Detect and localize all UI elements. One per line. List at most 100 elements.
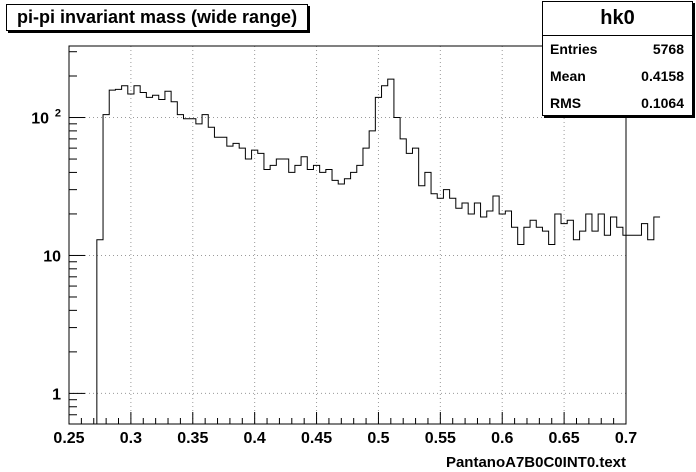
stats-row-mean: Mean 0.4158 [543, 63, 692, 90]
histogram-bin [122, 86, 128, 424]
histogram-bin [580, 231, 586, 424]
histogram-bin [406, 153, 412, 424]
histogram-bin [115, 89, 121, 424]
histogram-outline [96, 78, 661, 424]
histogram-bin [586, 214, 592, 424]
stats-row-entries: Entries 5768 [543, 36, 692, 63]
histogram-bin [567, 220, 573, 424]
histogram-title: pi-pi invariant mass (wide range) [6, 4, 309, 31]
histogram-bin [208, 127, 214, 424]
histogram-bin [332, 180, 338, 424]
x-tick-label: 0.4 [244, 430, 266, 447]
histogram-bin [388, 79, 394, 424]
histogram-bin [165, 91, 171, 424]
histogram-bin [103, 115, 109, 424]
histogram-bin [313, 165, 319, 424]
histogram-bin [276, 159, 282, 424]
y-tick-label: 10 [31, 111, 49, 128]
x-tick-label: 0.6 [491, 430, 513, 447]
histogram-bin [604, 235, 610, 424]
histogram-bin [264, 169, 270, 424]
histogram-bin [623, 235, 626, 424]
histogram-bin [468, 214, 474, 424]
histogram-bin [183, 119, 189, 424]
histogram-bin [146, 97, 152, 424]
histogram-bin [109, 90, 115, 424]
histogram-bin [190, 119, 196, 424]
y-tick-label: 1 [52, 386, 61, 403]
x-tick-label: 0.55 [425, 430, 456, 447]
histogram-bin [202, 115, 208, 424]
histogram-bin [493, 196, 499, 424]
histogram-bin [462, 203, 468, 424]
histogram-bin [542, 231, 548, 424]
histogram-bin [363, 148, 369, 424]
histogram-bin [140, 92, 146, 424]
histogram-bin [239, 148, 245, 424]
histogram-bin [227, 146, 233, 424]
stats-box: hk0 Entries 5768 Mean 0.4158 RMS 0.1064 [542, 1, 693, 116]
stats-entries-value: 5768 [652, 41, 684, 57]
histogram-bin [561, 224, 567, 424]
histogram-bin [214, 137, 220, 424]
histogram-bin [177, 115, 183, 424]
histogram-bin [283, 159, 289, 424]
histogram-bin [431, 194, 437, 424]
histogram-bin [245, 159, 251, 424]
histogram-bin [549, 245, 555, 424]
histogram-bin [369, 131, 375, 424]
histogram-bin [437, 198, 443, 424]
histogram-bin [598, 214, 604, 424]
histogram-bin [524, 227, 530, 424]
histogram-bin [196, 124, 202, 424]
histogram-bin [289, 172, 295, 424]
histogram-bin [153, 95, 159, 424]
histogram-bin [555, 214, 561, 424]
y-tick-exponent: 2 [55, 108, 61, 120]
histogram-bin [505, 211, 511, 424]
stats-mean-label: Mean [550, 68, 586, 84]
histogram-bin [412, 148, 418, 424]
x-tick-label: 0.65 [549, 430, 580, 447]
histogram-bin [394, 118, 400, 424]
histogram-bin [338, 184, 344, 424]
histogram-bin [450, 198, 456, 424]
x-axis-label: PantanoA7B0C0INT0.text [446, 454, 626, 471]
x-tick-label: 0.3 [120, 430, 142, 447]
histogram-bin [382, 86, 388, 424]
histogram-bin [252, 150, 258, 424]
histogram-bin [592, 231, 598, 424]
histogram-bin [419, 186, 425, 424]
histogram-bin [611, 217, 617, 424]
histogram-bin [351, 172, 357, 424]
histogram-bin [270, 165, 276, 424]
histogram-bin [344, 179, 350, 424]
histogram-bin [474, 203, 480, 424]
histogram-bin [536, 227, 542, 424]
histogram-bin [171, 102, 177, 424]
histogram-bin [499, 214, 505, 424]
x-tick-label: 0.5 [367, 430, 389, 447]
histogram-bin [357, 165, 363, 424]
histogram-bin [97, 240, 103, 424]
histogram-bin [326, 169, 332, 424]
histogram-bin [425, 172, 431, 424]
histogram-bin [134, 86, 140, 424]
histogram-bin [221, 137, 227, 424]
histogram-bin [128, 94, 134, 424]
x-tick-label: 0.7 [615, 430, 637, 447]
histogram-bin [518, 245, 524, 424]
x-tick-label: 0.35 [177, 430, 208, 447]
histogram-bin [375, 97, 381, 424]
histogram-bin [573, 240, 579, 424]
histogram-bin [400, 139, 406, 424]
histogram-bin [233, 143, 239, 424]
stats-entries-label: Entries [550, 41, 598, 57]
histogram-bin [487, 211, 493, 424]
histogram-bin [617, 227, 623, 424]
histogram-bin [456, 208, 462, 424]
stats-histogram-name: hk0 [543, 2, 692, 36]
histogram-bin [530, 220, 536, 424]
histogram-bin [258, 153, 264, 424]
